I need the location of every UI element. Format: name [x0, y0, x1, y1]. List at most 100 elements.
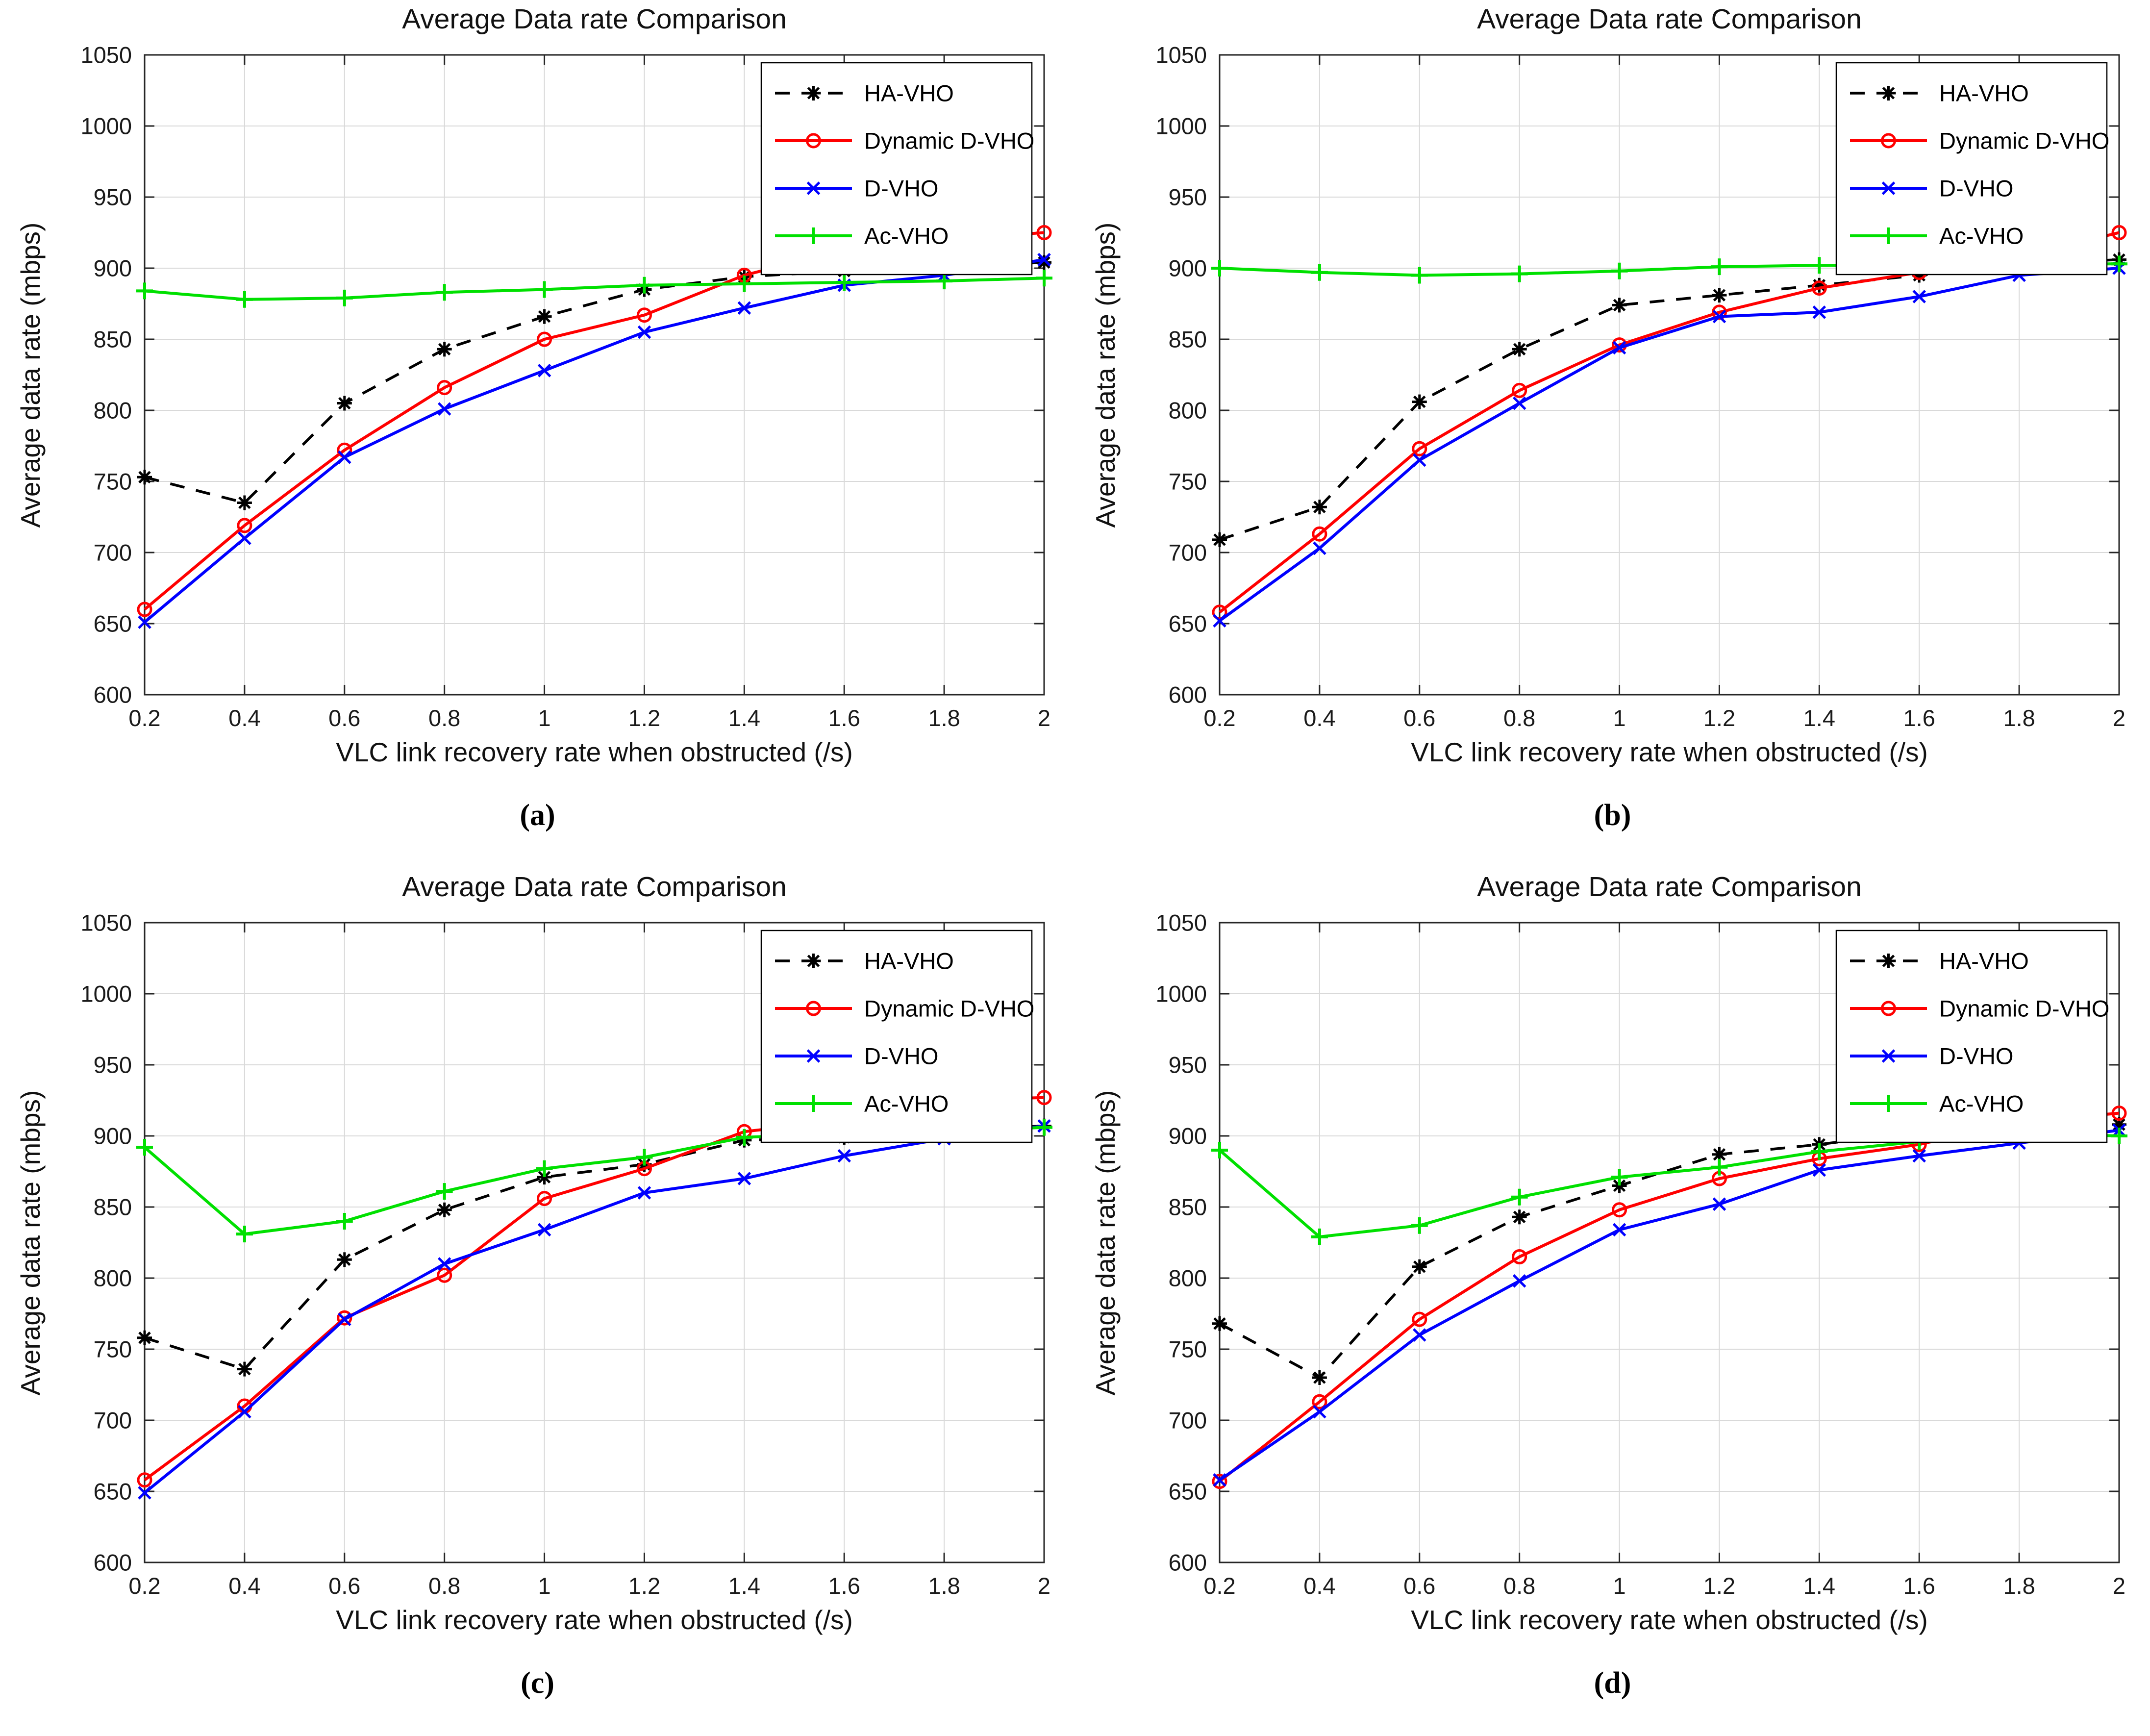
plus-marker — [736, 275, 753, 292]
x-marker-shape — [1512, 1274, 1526, 1288]
x-marker-shape — [1812, 305, 1826, 319]
plus-marker — [1711, 258, 1728, 276]
x-marker — [1812, 305, 1826, 319]
x-marker — [1712, 1197, 1726, 1211]
plus-marker — [2111, 1128, 2127, 1144]
circle-marker-shape — [1412, 441, 1427, 456]
y-tick-label: 750 — [94, 1336, 132, 1362]
x-marker — [837, 1149, 851, 1163]
asterisk-marker-shape — [1213, 1317, 1226, 1330]
circle-marker — [2111, 1106, 2127, 1121]
legend-label: Ac-VHO — [1939, 1090, 2024, 1116]
y-tick-label: 600 — [1169, 1549, 1207, 1575]
x-marker — [1712, 309, 1726, 324]
axes-box — [1219, 54, 2120, 696]
x-marker-shape — [238, 1405, 251, 1419]
plot-area: 600 650 700 750 800 850 900 950 1000 1050 0.2 0.4 0.… — [80, 909, 1052, 1599]
asterisk-marker — [1612, 1178, 1627, 1193]
x-tick-label: 0.2 — [128, 1573, 160, 1599]
plus-marker — [2111, 255, 2127, 273]
x-marker-shape — [806, 1049, 821, 1063]
asterisk-marker-shape — [1513, 1210, 1526, 1224]
x-marker — [1313, 541, 1326, 555]
circle-marker — [1881, 1001, 1896, 1016]
x-marker-shape — [1037, 252, 1051, 267]
subplot-d: Average Data rate Comparison Average dat… — [1075, 868, 2150, 1736]
x-marker-shape — [1812, 1163, 1826, 1177]
asterisk-marker — [1037, 255, 1051, 270]
x-marker-shape — [1512, 396, 1526, 410]
asterisk-marker-shape — [1713, 1148, 1726, 1161]
asterisk-marker — [537, 309, 552, 324]
plus-marker — [1511, 1188, 1528, 1206]
circle-marker-shape — [1612, 1202, 1627, 1218]
legend-label: Ac-VHO — [1939, 223, 2024, 249]
x-marker — [737, 1172, 751, 1185]
x-marker — [1512, 396, 1526, 410]
x-marker — [637, 1186, 651, 1200]
x-tick-label: 0.4 — [228, 705, 260, 731]
y-tick-label: 850 — [1169, 326, 1207, 352]
x-marker-shape — [1881, 181, 1896, 195]
x-marker-shape — [138, 615, 151, 629]
circle-marker — [1512, 382, 1527, 398]
y-tick-label: 750 — [94, 468, 132, 494]
asterisk-marker-shape — [538, 310, 551, 323]
x-marker — [1413, 453, 1426, 467]
x-marker-shape — [1213, 1473, 1226, 1487]
subplot-caption: (b) — [1594, 799, 1631, 832]
x-tick-label: 1 — [1613, 705, 1625, 731]
legend-label: HA-VHO — [864, 80, 954, 106]
x-tick-label: 0.2 — [1203, 1573, 1235, 1599]
x-marker — [1413, 1328, 1426, 1342]
x-tick-label: 0.8 — [428, 1573, 460, 1599]
x-marker-shape — [338, 1312, 351, 1326]
plus-marker — [836, 274, 853, 291]
circle-marker — [1612, 1202, 1627, 1218]
circle-marker-shape — [137, 1472, 152, 1488]
y-tick-label: 700 — [94, 539, 132, 565]
plus-marker — [1211, 260, 1228, 277]
x-marker — [1612, 1223, 1626, 1237]
x-axis-label: VLC link recovery rate when obstructed (… — [1411, 1605, 1928, 1635]
x-marker — [637, 325, 651, 339]
plus-marker — [1811, 1143, 1828, 1160]
asterisk-marker — [1712, 288, 1727, 303]
x-marker-shape — [1413, 1328, 1426, 1342]
asterisk-marker-shape — [1313, 501, 1326, 513]
asterisk-marker — [1612, 298, 1627, 313]
plus-marker — [1880, 1095, 1897, 1112]
x-marker-shape — [1712, 1197, 1726, 1211]
legend-label: HA-VHO — [1939, 80, 2029, 106]
circle-marker — [806, 1001, 821, 1016]
axes-box — [1219, 922, 2120, 1563]
plus-marker — [136, 282, 153, 300]
plus-marker — [236, 291, 253, 308]
x-tick-label: 1.4 — [728, 705, 760, 731]
y-tick-label: 700 — [1169, 539, 1207, 565]
circle-marker-shape — [537, 331, 552, 347]
x-marker-shape — [437, 1257, 451, 1271]
x-tick-label: 1 — [1613, 1573, 1625, 1599]
plus-marker — [1711, 1158, 1728, 1176]
x-tick-label: 1.6 — [1903, 1573, 1935, 1599]
x-tick-label: 2 — [2113, 705, 2125, 731]
asterisk-marker — [1512, 1209, 1527, 1225]
asterisk-marker-shape — [438, 1204, 451, 1216]
circle-marker — [1036, 1090, 1052, 1106]
plot-area: 600 650 700 750 800 850 900 950 1000 1050 0.2 0.4 0.… — [1155, 42, 2127, 731]
axes-box — [144, 922, 1045, 1563]
circle-marker-shape — [237, 518, 252, 533]
x-tick-label: 0.2 — [128, 705, 160, 731]
x-marker — [737, 301, 751, 315]
asterisk-marker-shape — [807, 955, 820, 967]
y-tick-label: 700 — [94, 1407, 132, 1433]
x-marker — [437, 1257, 451, 1271]
asterisk-marker-shape — [1038, 256, 1050, 269]
asterisk-marker-shape — [538, 1171, 551, 1183]
x-tick-label: 1 — [538, 705, 550, 731]
asterisk-marker — [806, 954, 821, 968]
plus-marker — [1411, 1217, 1428, 1234]
asterisk-marker — [1412, 394, 1427, 409]
